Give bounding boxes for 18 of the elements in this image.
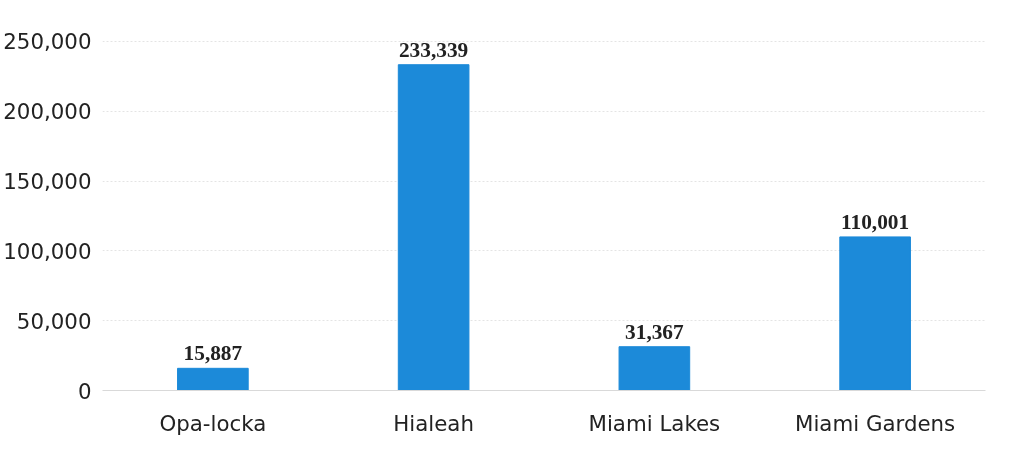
x-tick-label: Opa-locka bbox=[159, 410, 267, 436]
y-tick-label: 150,000 bbox=[3, 169, 92, 195]
y-tick-label: 0 bbox=[77, 378, 92, 404]
y-tick-label: 250,000 bbox=[3, 29, 92, 55]
bar bbox=[618, 346, 691, 391]
x-tick-label: Miami Gardens bbox=[795, 410, 956, 436]
bar bbox=[397, 64, 470, 391]
bar bbox=[177, 367, 249, 391]
y-tick-label: 200,000 bbox=[3, 99, 92, 125]
data-label: 15,887 bbox=[183, 341, 243, 366]
y-tick-label: 50,000 bbox=[16, 308, 92, 334]
data-label: 233,339 bbox=[398, 37, 469, 62]
x-tick-label: Miami Lakes bbox=[588, 410, 721, 436]
data-label: 110,001 bbox=[841, 209, 910, 234]
bar bbox=[839, 236, 911, 391]
y-tick-label: 100,000 bbox=[3, 238, 92, 264]
x-tick-label: Hialeah bbox=[393, 410, 474, 436]
data-label: 31,367 bbox=[625, 319, 685, 344]
